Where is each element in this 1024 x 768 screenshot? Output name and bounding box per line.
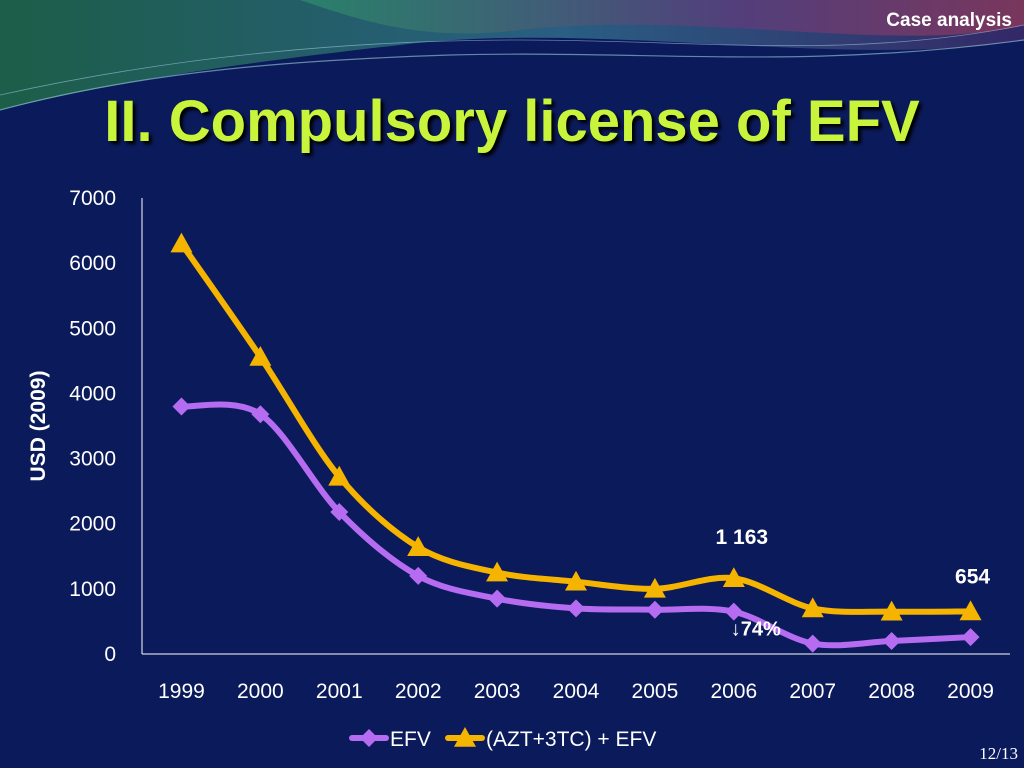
x-tick-label: 2003	[474, 680, 521, 703]
data-label: 654	[955, 565, 990, 588]
x-tick-label: 2000	[237, 680, 284, 703]
header-tag: Case analysis	[886, 10, 1012, 31]
legend-label: (AZT+3TC) + EFV	[486, 728, 656, 751]
data-point	[645, 600, 664, 619]
data-point	[801, 597, 824, 618]
data-point	[722, 567, 745, 588]
x-tick-label: 2004	[553, 680, 600, 703]
y-tick-label: 1000	[69, 578, 116, 601]
legend-label: EFV	[390, 728, 431, 751]
data-point	[409, 566, 428, 585]
series-line	[178, 240, 974, 615]
x-tick-label: 2002	[395, 680, 442, 703]
y-tick-label: 3000	[69, 448, 116, 471]
x-tick-label: 2001	[316, 680, 363, 703]
data-point	[328, 465, 351, 486]
x-tick-label: 2006	[710, 680, 757, 703]
y-tick-label: 6000	[69, 252, 116, 275]
data-point	[567, 599, 585, 618]
y-tick-label: 7000	[69, 187, 116, 210]
data-point	[961, 628, 980, 647]
data-point	[565, 570, 587, 591]
data-point	[251, 405, 270, 424]
data-point	[488, 589, 507, 608]
data-point	[170, 232, 193, 253]
data-point	[486, 561, 509, 582]
series-line	[178, 401, 974, 649]
data-point	[882, 631, 901, 650]
x-tick-label: 2007	[789, 680, 836, 703]
data-label: ↓74%	[731, 619, 781, 641]
slide-title: II. Compulsory license of EFV	[104, 89, 920, 154]
data-label: 1 163	[716, 526, 769, 549]
data-point	[172, 397, 191, 416]
data-point	[330, 502, 349, 521]
legend-marker	[454, 727, 476, 747]
data-point	[407, 536, 430, 556]
data-point	[643, 577, 666, 598]
y-tick-label: 2000	[69, 513, 116, 536]
data-point	[249, 345, 272, 366]
legend-marker	[360, 729, 378, 747]
page-number: 12/13	[979, 744, 1018, 763]
y-tick-label: 4000	[69, 382, 116, 405]
x-tick-label: 2008	[868, 680, 915, 703]
y-tick-label: 0	[104, 643, 116, 666]
x-tick-label: 2009	[947, 680, 994, 703]
x-tick-label: 1999	[158, 680, 205, 703]
x-tick-label: 2005	[632, 680, 679, 703]
data-point	[803, 634, 822, 653]
data-point	[959, 600, 982, 621]
data-point	[880, 600, 903, 621]
data-point	[724, 602, 743, 621]
y-axis-label: USD (2009)	[27, 371, 50, 482]
y-tick-label: 5000	[69, 317, 116, 340]
